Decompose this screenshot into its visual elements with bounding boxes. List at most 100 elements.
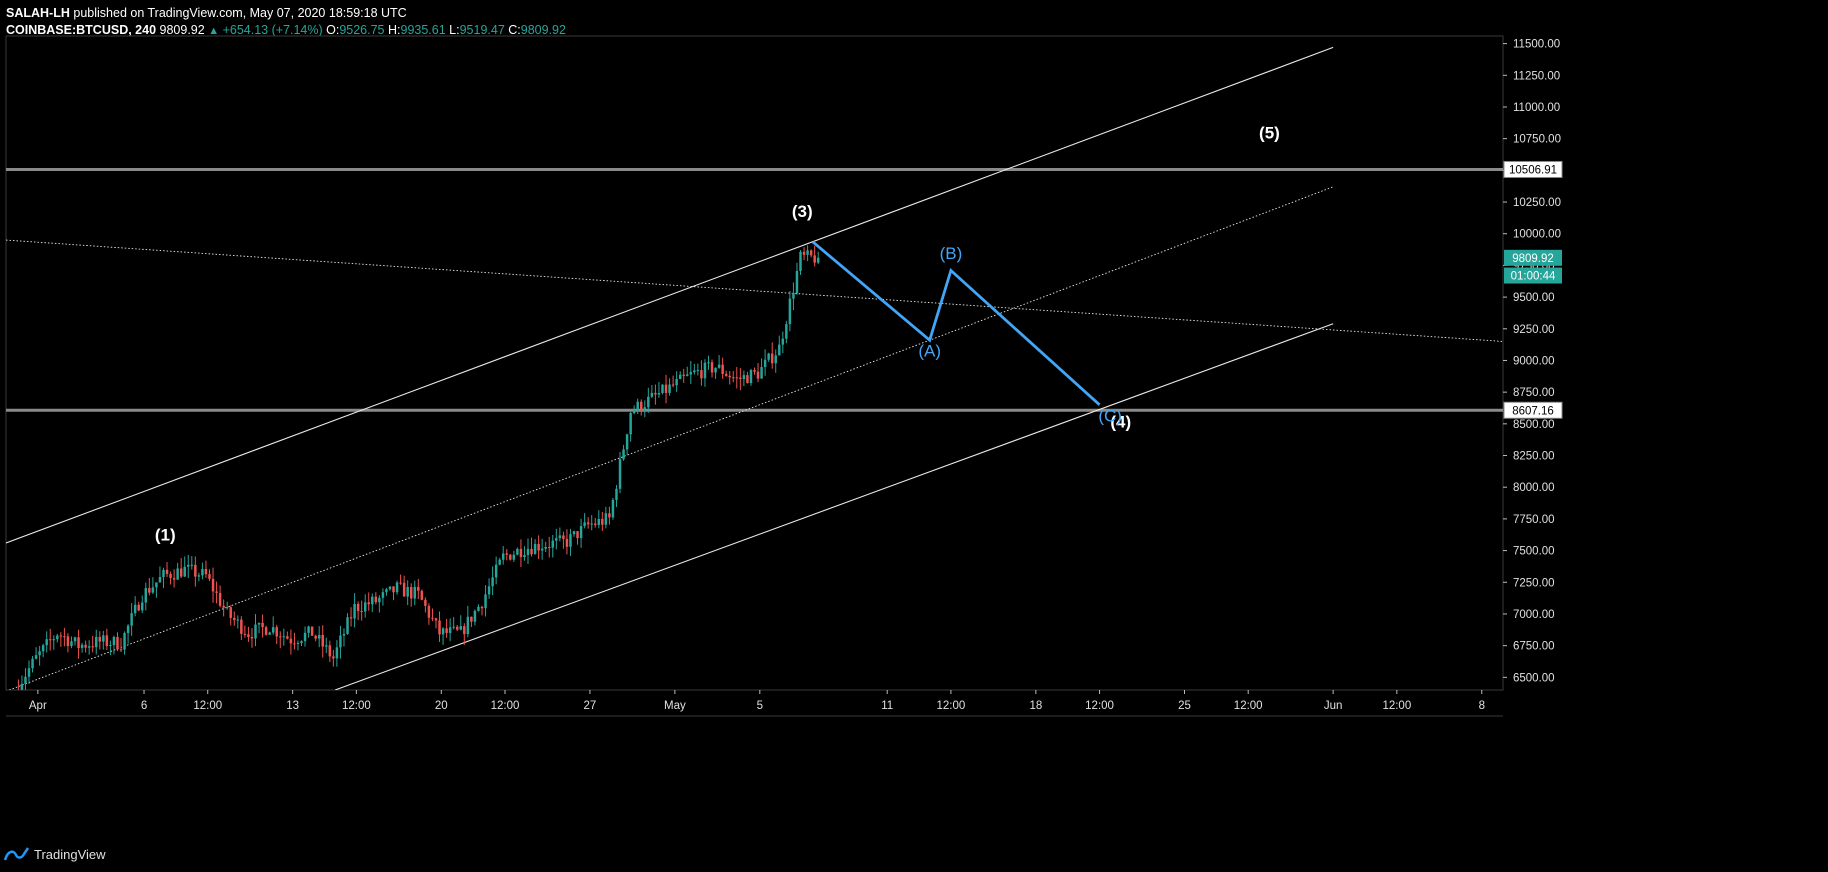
candle-body: [314, 635, 317, 639]
candle-body: [459, 626, 463, 630]
x-tick-label: 12:00: [491, 700, 520, 712]
candle-body: [187, 564, 190, 567]
candle-body: [240, 619, 243, 634]
candle-body: [236, 619, 240, 621]
candle-body: [678, 374, 682, 379]
candle-body: [367, 602, 370, 605]
candle-body: [296, 642, 300, 644]
level-price-tag-label: 10506.91: [1509, 164, 1557, 176]
candle-body: [268, 632, 271, 635]
candle-body: [427, 605, 431, 618]
wave-label: (A): [918, 342, 941, 361]
plot-frame: [5, 35, 1504, 691]
y-tick-label: 7500.00: [1513, 546, 1555, 558]
x-tick-label: 27: [584, 700, 597, 712]
candle-body: [799, 251, 802, 272]
candle-body: [586, 522, 590, 525]
candle-body: [530, 548, 533, 555]
candle-body: [119, 649, 123, 651]
candle-body: [509, 554, 512, 560]
candle-body: [349, 617, 353, 619]
candle-body: [480, 606, 484, 609]
candle-body: [438, 620, 441, 635]
candle-body: [788, 298, 792, 325]
x-tick-label: 12:00: [342, 700, 371, 712]
candle-body: [565, 538, 569, 547]
candle-body: [371, 596, 374, 605]
candle-body: [470, 616, 473, 622]
candle-body: [742, 375, 746, 379]
candle-body: [739, 377, 742, 379]
candle-body: [806, 250, 809, 255]
candle-body: [363, 602, 367, 612]
tradingview-brand[interactable]: TradingView: [34, 846, 106, 862]
candle-body: [310, 626, 314, 636]
candle-body: [70, 641, 73, 647]
candle-body: [770, 353, 774, 364]
y-tick-label: 9500.00: [1513, 292, 1555, 304]
candle-body: [378, 597, 381, 603]
candle-body: [526, 548, 530, 555]
candle-body: [45, 639, 48, 646]
live-price-tag-label: 9809.92: [1512, 253, 1554, 265]
candle-body: [636, 401, 639, 411]
y-tick-label: 9250.00: [1513, 324, 1555, 336]
low-value: 9519.47: [459, 23, 505, 37]
candle-body: [197, 575, 201, 577]
candle-body: [668, 384, 671, 393]
x-tick-label: 13: [286, 700, 299, 712]
candle-body: [816, 257, 820, 263]
candle-body: [56, 635, 59, 640]
candle-body: [300, 641, 303, 643]
candle-body: [505, 553, 509, 555]
high-value: 9935.61: [400, 23, 446, 37]
candle-body: [484, 594, 487, 609]
high-label: H:: [388, 23, 401, 37]
x-tick-label: 20: [435, 700, 448, 712]
close-value: 9809.92: [520, 23, 566, 37]
candle-body: [356, 603, 360, 612]
author-name[interactable]: SALAH-LH: [6, 6, 70, 20]
candle-body: [611, 499, 615, 518]
channel-line-lower: [334, 323, 1334, 690]
candle-body: [190, 564, 194, 566]
candle-body: [533, 543, 537, 555]
candle-body: [537, 543, 540, 551]
candle-body: [374, 596, 378, 603]
candle-body: [671, 384, 675, 386]
candle-body: [271, 627, 275, 633]
candle-body: [102, 635, 105, 642]
candle-body: [183, 566, 186, 577]
candle-body: [222, 605, 225, 608]
candle-body: [463, 626, 466, 635]
last-price: 9809.92: [159, 23, 205, 37]
open-label: O:: [326, 23, 340, 37]
candle-body: [707, 362, 710, 364]
candle-body: [516, 548, 519, 555]
candle-body: [98, 636, 102, 642]
candle-body: [80, 644, 84, 649]
candle-body: [73, 637, 77, 642]
y-tick-label: 6750.00: [1513, 641, 1555, 653]
x-tick-label: 5: [757, 700, 763, 712]
channel-line-upper: [6, 46, 1334, 544]
candle-body: [409, 587, 413, 599]
y-tick-label: 7000.00: [1513, 609, 1555, 621]
candle-body: [381, 592, 385, 598]
candle-body: [66, 636, 70, 647]
candle-body: [112, 636, 116, 646]
candle-body: [558, 535, 562, 539]
candle-body: [473, 610, 477, 622]
candle-body: [498, 559, 501, 565]
candle-body: [547, 547, 551, 549]
candle-body: [717, 364, 721, 368]
candle-body: [204, 568, 208, 575]
candle-body: [275, 627, 278, 637]
tradingview-logo-icon: [4, 847, 30, 861]
candle-body: [774, 355, 777, 364]
candle-body: [169, 573, 172, 579]
candle-body: [594, 523, 597, 525]
candle-body: [597, 518, 601, 525]
candle-body: [640, 401, 643, 411]
